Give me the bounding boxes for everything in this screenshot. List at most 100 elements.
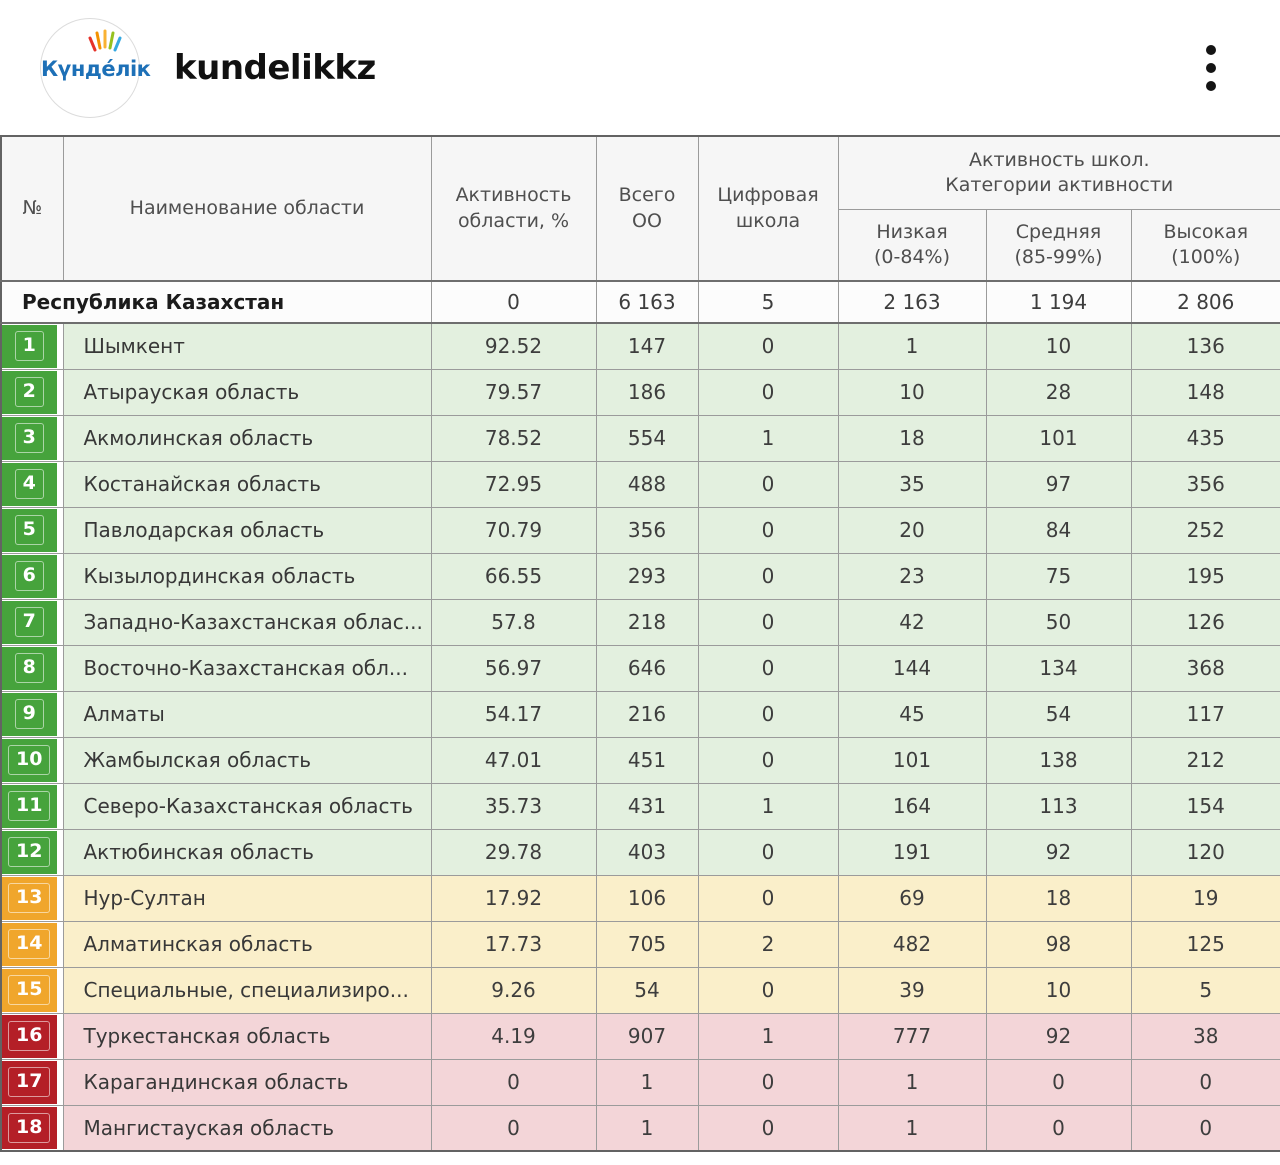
header-digital-school: Цифровая школа <box>697 135 839 282</box>
rank-badge: 4 <box>2 462 57 506</box>
value-cell: 66.55 <box>430 552 597 600</box>
rank-badge: 12 <box>2 830 57 874</box>
value-cell: 1 <box>837 1104 987 1152</box>
value-cell: 23 <box>837 552 987 600</box>
username[interactable]: kundelikkz <box>174 47 376 88</box>
table-row: 12 Актюбинская область 29.78 403 0 191 92 120 <box>0 828 1280 876</box>
value-cell: 1 <box>697 782 839 830</box>
row-number-cell: 8 <box>0 644 64 692</box>
value-cell: 136 <box>1130 322 1280 370</box>
value-cell: 0 <box>697 644 839 692</box>
header-mid-category: Средняя (85-99%) <box>985 208 1132 282</box>
avatar[interactable]: Күнде́лік <box>40 17 151 118</box>
rank-badge: 1 <box>2 325 57 368</box>
value-cell: 216 <box>595 690 699 738</box>
value-cell: 356 <box>595 506 699 554</box>
value-cell: 435 <box>1130 414 1280 462</box>
value-cell: 646 <box>595 644 699 692</box>
value-cell: 18 <box>985 874 1132 922</box>
summary-row: Республика Казахстан 0 6 163 5 2 163 1 1… <box>0 280 1280 324</box>
table-row: 5 Павлодарская область 70.79 356 0 20 84 252 <box>0 506 1280 554</box>
table-row: 18 Мангистауская область 0 1 0 1 0 0 <box>0 1104 1280 1152</box>
table-row: 17 Карагандинская область 0 1 0 1 0 0 <box>0 1058 1280 1106</box>
value-cell: 10 <box>985 966 1132 1014</box>
value-cell: 72.95 <box>430 460 597 508</box>
more-options-icon[interactable] <box>1200 39 1222 97</box>
table-row: 3 Акмолинская область 78.52 554 1 18 101 435 <box>0 414 1280 462</box>
value-cell: 45 <box>837 690 987 738</box>
region-name: Атырауская область <box>62 368 432 416</box>
rank-badge: 10 <box>2 738 57 782</box>
header-high-category: Высокая (100%) <box>1130 208 1280 282</box>
region-name: Жамбылская область <box>62 736 432 784</box>
value-cell: 138 <box>985 736 1132 784</box>
value-cell: 777 <box>837 1012 987 1060</box>
table-row: 10 Жамбылская область 47.01 451 0 101 138 212 <box>0 736 1280 784</box>
value-cell: 29.78 <box>430 828 597 876</box>
row-number-cell: 7 <box>0 598 64 646</box>
row-number-cell: 18 <box>0 1104 64 1152</box>
value-cell: 554 <box>595 414 699 462</box>
value-cell: 1 <box>697 1012 839 1060</box>
value-cell: 0 <box>1130 1058 1280 1106</box>
value-cell: 252 <box>1130 506 1280 554</box>
value-cell: 78.52 <box>430 414 597 462</box>
value-cell: 907 <box>595 1012 699 1060</box>
value-cell: 147 <box>595 322 699 370</box>
region-name: Карагандинская область <box>62 1058 432 1106</box>
row-number-cell: 1 <box>0 322 64 370</box>
value-cell: 106 <box>595 874 699 922</box>
value-cell: 0 <box>697 1104 839 1152</box>
value-cell: 75 <box>985 552 1132 600</box>
rank-badge: 18 <box>2 1106 57 1149</box>
region-name: Нур-Султан <box>62 874 432 922</box>
value-cell: 0 <box>697 598 839 646</box>
table-row: 6 Кызылординская область 66.55 293 0 23 75 195 <box>0 552 1280 600</box>
value-cell: 0 <box>697 460 839 508</box>
logo-sparkle-icon <box>88 29 122 51</box>
value-cell: 70.79 <box>430 506 597 554</box>
value-cell: 92 <box>985 828 1132 876</box>
summary-name: Республика Казахстан <box>0 280 432 324</box>
summary-digital: 5 <box>697 280 839 324</box>
value-cell: 0 <box>430 1058 597 1106</box>
region-name: Алматы <box>62 690 432 738</box>
value-cell: 42 <box>837 598 987 646</box>
value-cell: 69 <box>837 874 987 922</box>
value-cell: 84 <box>985 506 1132 554</box>
row-number-cell: 2 <box>0 368 64 416</box>
rank-badge: 15 <box>2 968 57 1012</box>
value-cell: 368 <box>1130 644 1280 692</box>
row-number-cell: 9 <box>0 690 64 738</box>
table-row: 9 Алматы 54.17 216 0 45 54 117 <box>0 690 1280 738</box>
rank-badge: 9 <box>2 692 57 736</box>
value-cell: 10 <box>985 322 1132 370</box>
summary-activity: 0 <box>430 280 597 324</box>
rank-badge: 5 <box>2 508 57 552</box>
value-cell: 134 <box>985 644 1132 692</box>
table-row: 7 Западно-Казахстанская облас... 57.8 218 0 4… <box>0 598 1280 646</box>
value-cell: 4.19 <box>430 1012 597 1060</box>
row-number-cell: 3 <box>0 414 64 462</box>
value-cell: 0 <box>697 368 839 416</box>
rank-badge: 11 <box>2 784 57 828</box>
value-cell: 1 <box>837 322 987 370</box>
value-cell: 148 <box>1130 368 1280 416</box>
header-low-category: Низкая (0-84%) <box>837 208 987 282</box>
rank-badge: 2 <box>2 370 57 414</box>
row-number-cell: 17 <box>0 1058 64 1106</box>
value-cell: 50 <box>985 598 1132 646</box>
summary-high: 2 806 <box>1130 280 1280 324</box>
value-cell: 126 <box>1130 598 1280 646</box>
value-cell: 56.97 <box>430 644 597 692</box>
value-cell: 1 <box>837 1058 987 1106</box>
post-header: Күнде́лік kundelikkz <box>0 0 1280 135</box>
value-cell: 0 <box>697 736 839 784</box>
table-header: № Наименование области Активность област… <box>0 135 1280 282</box>
row-number-cell: 4 <box>0 460 64 508</box>
value-cell: 92 <box>985 1012 1132 1060</box>
header-total-oo: Всего ОО <box>595 135 699 282</box>
summary-mid: 1 194 <box>985 280 1132 324</box>
value-cell: 154 <box>1130 782 1280 830</box>
value-cell: 79.57 <box>430 368 597 416</box>
